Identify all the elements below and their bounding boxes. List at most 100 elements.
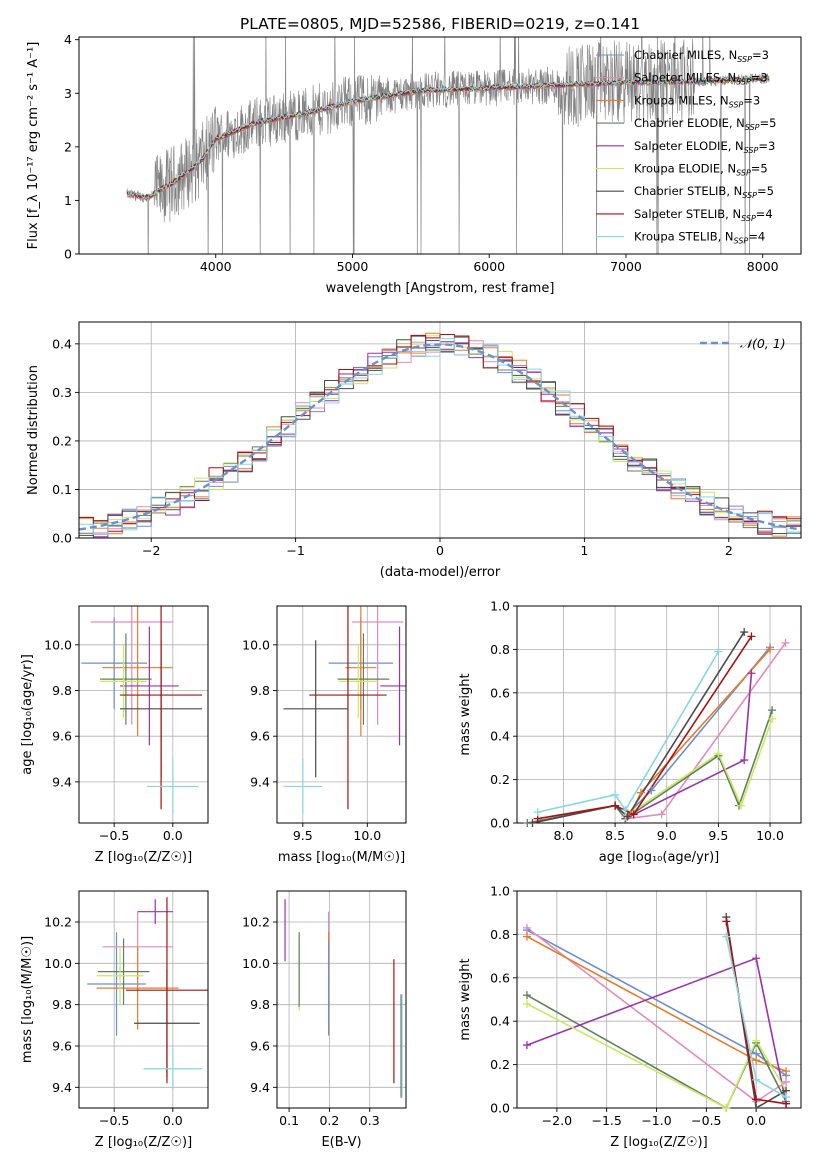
weight-vs-age-point-marker — [611, 790, 620, 799]
weight-vs-age-plot-area — [527, 631, 787, 823]
spectrum-data-line — [126, 37, 770, 254]
weight-vs-z-point-marker — [522, 991, 531, 1000]
weight-vs-age-point-marker — [781, 638, 790, 647]
figure-title: PLATE=0805, MJD=52586, FIBERID=0219, z=0… — [240, 15, 640, 33]
weight-vs-age-point-marker — [636, 788, 645, 797]
weight-vs-z-xtick-label: −1.0 — [641, 1113, 671, 1128]
mass-vs-z-xtick-label: 0.0 — [163, 1113, 183, 1128]
weight-vs-age-point-marker — [611, 801, 620, 810]
weight-vs-age-point-marker — [740, 628, 749, 637]
mass-vs-ebv-ytick-label: 9.6 — [250, 1039, 270, 1054]
weight-vs-age-ytick-label: 0.2 — [490, 772, 510, 787]
weight-vs-z-ylabel: mass weight — [458, 958, 473, 1040]
weight-vs-z-point-marker — [722, 917, 731, 926]
weight-vs-z-point-marker — [722, 932, 731, 941]
age-vs-mass-ytick-label: 9.4 — [250, 774, 270, 789]
weight-vs-age-ylabel: mass weight — [458, 673, 473, 755]
mass-vs-z-plot-area — [87, 897, 208, 1090]
spectrum-plot-area — [126, 37, 770, 254]
residuals-ytick-label: 0.3 — [52, 385, 72, 400]
residuals-ylabel: Normed distribution — [26, 365, 41, 495]
residuals-xtick-label: −1 — [286, 543, 304, 558]
residuals-ytick-label: 0.0 — [52, 531, 72, 546]
mass-vs-z-frame — [78, 890, 209, 1109]
mass-vs-ebv-frame — [276, 890, 407, 1109]
weight-vs-z-xtick-label: 0.0 — [746, 1113, 766, 1128]
weight-vs-z-point-marker — [522, 923, 531, 932]
weight-vs-z-xtick-label: −1.5 — [592, 1113, 622, 1128]
spectrum-ytick-label: 4 — [64, 32, 72, 47]
spectrum-legend-label: Chabrier STELIB, NSSP=5 — [634, 184, 774, 200]
mass-vs-ebv-xtick-label: 0.2 — [319, 1113, 339, 1128]
weight-vs-z-ytick-label: 0.4 — [490, 1014, 510, 1029]
weight-vs-z-point-marker — [522, 999, 531, 1008]
spectrum-ytick-label: 0 — [64, 247, 72, 262]
age-vs-mass-xtick-label: 9.5 — [293, 828, 313, 843]
weight-vs-age-point-marker — [747, 669, 756, 678]
mass-vs-z-ytick-label: 9.8 — [52, 997, 72, 1012]
weight-vs-age-point-marker — [737, 801, 746, 810]
mass-vs-ebv-plot-area — [284, 899, 403, 1098]
age-vs-z-plot-area — [81, 606, 203, 814]
weight-vs-z-xtick-label: −2.0 — [542, 1113, 572, 1128]
weight-vs-z-panel: −2.0 −1.5 −1.0 −0.5 0.0 0.0 0.2 0.4 0.6 0.8 1.0 Z [… — [458, 884, 802, 1150]
age-vs-mass-plot-area — [283, 606, 406, 814]
weight-vs-z-ytick-label: 0.8 — [490, 927, 510, 942]
weight-vs-age-xtick-label: 10.0 — [756, 828, 784, 843]
weight-vs-age-series-line — [537, 635, 753, 820]
age-vs-z-xtick-label: −0.5 — [99, 828, 129, 843]
weight-vs-z-xtick-label: −0.5 — [691, 1113, 721, 1128]
mass-vs-z-ytick-label: 10.0 — [44, 956, 72, 971]
spectrum-model-line — [126, 74, 770, 199]
age-vs-z-ylabel: age [log₁₀(age/yr)] — [20, 654, 35, 775]
weight-vs-z-point-marker — [752, 1095, 761, 1104]
age-vs-z-xlabel: Z [log₁₀(Z/Z☉)] — [95, 850, 192, 865]
weight-vs-age-xtick-label: 9.0 — [657, 828, 677, 843]
weight-vs-z-point-marker — [752, 1104, 761, 1112]
spectrum-legend-label: Chabrier ELODIE, NSSP=5 — [634, 116, 776, 132]
weight-vs-z-point-marker — [782, 1093, 791, 1102]
weight-vs-age-point-marker — [740, 756, 749, 765]
weight-vs-age-ytick-label: 0.4 — [490, 729, 510, 744]
mass-vs-z-xtick-label: −0.5 — [99, 1113, 129, 1128]
weight-vs-age-series-line — [537, 651, 720, 813]
age-vs-z-panel: −0.5 0.0 9.4 9.6 9.8 10.0 Z [log₁₀(Z/Z☉)] age [… — [20, 605, 209, 865]
mass-vs-z-ytick-label: 10.2 — [44, 915, 72, 930]
weight-vs-z-point-marker — [782, 1067, 791, 1076]
age-vs-mass-frame — [276, 605, 407, 824]
age-vs-z-ytick-label: 9.8 — [52, 683, 72, 698]
mass-vs-ebv-ytick-label: 9.8 — [250, 997, 270, 1012]
residuals-xlabel: (data-model)/error — [380, 565, 501, 580]
spectrum-legend-label: Kroupa MILES, NSSP=3 — [634, 93, 760, 109]
residuals-ytick-label: 0.1 — [52, 482, 72, 497]
weight-vs-age-point-marker — [714, 647, 723, 656]
weight-vs-z-point-marker — [752, 954, 761, 963]
normal-legend-label: 𝒩(0, 1) — [740, 336, 786, 351]
spectrum-panel: 4000 5000 6000 7000 8000 0 1 2 3 4 wavelength [Ang… — [26, 32, 802, 296]
weight-vs-age-point-marker — [528, 819, 537, 827]
mass-vs-z-ylabel: mass [log₁₀(M/M☉)] — [20, 936, 35, 1063]
weight-vs-age-frame — [516, 605, 802, 824]
spectrum-legend-label: Salpeter MILES, NSSP=3 — [634, 71, 768, 87]
residuals-xtick-label: 1 — [580, 543, 588, 558]
spectrum-xtick-label: 4000 — [200, 259, 232, 274]
spectrum-xtick-label: 6000 — [473, 259, 505, 274]
age-vs-mass-ytick-label: 9.8 — [250, 683, 270, 698]
weight-vs-age-ytick-label: 0.6 — [490, 685, 510, 700]
spectrum-legend-label: Salpeter ELODIE, NSSP=3 — [634, 139, 775, 155]
weight-vs-age-ytick-label: 1.0 — [490, 599, 510, 614]
weight-vs-age-series-line — [532, 631, 745, 823]
age-vs-mass-panel: 9.5 10.0 9.4 9.6 9.8 10.0 mass [log₁₀(M/M☉)] — [242, 605, 407, 865]
spectrum-xtick-label: 7000 — [610, 259, 642, 274]
spectrum-xtick-label: 5000 — [337, 259, 369, 274]
weight-vs-z-point-marker — [782, 1077, 791, 1086]
weight-vs-age-ytick-label: 0.0 — [490, 816, 510, 831]
weight-vs-z-ytick-label: 0.2 — [490, 1057, 510, 1072]
mass-vs-ebv-ytick-label: 10.2 — [242, 915, 270, 930]
weight-vs-age-point-marker — [768, 706, 777, 715]
age-vs-z-frame — [78, 605, 209, 824]
mass-vs-ebv-ytick-label: 9.4 — [250, 1080, 270, 1095]
age-vs-z-ytick-label: 9.4 — [52, 774, 72, 789]
spectrum-frame — [78, 36, 802, 255]
